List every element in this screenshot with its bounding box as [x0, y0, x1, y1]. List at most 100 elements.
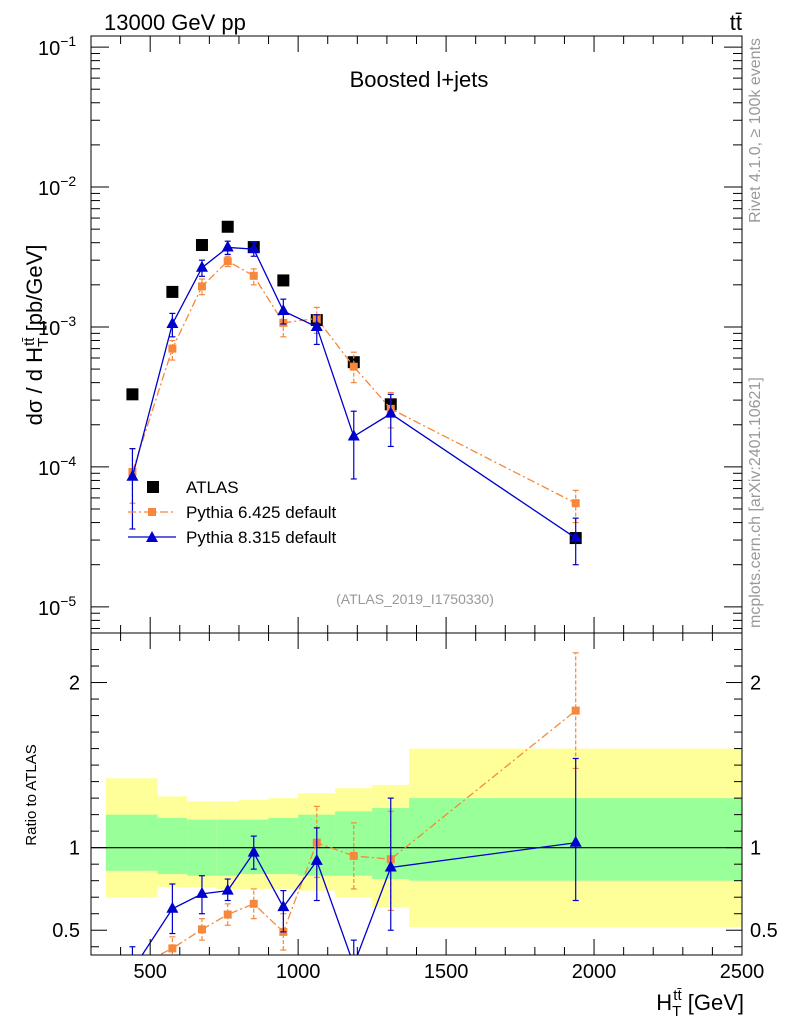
main-y-label-sup: tt̄ — [21, 337, 38, 346]
ratio-frame — [90, 632, 743, 956]
ratio-point-pythia8 — [277, 900, 290, 912]
x-label-main: H — [656, 990, 672, 1015]
ratio-y-axis-label: Ratio to ATLAS — [23, 744, 40, 845]
chart-title: Boosted l+jets — [350, 67, 489, 92]
header-left: 13000 GeV pp — [104, 10, 246, 35]
analysis-watermark: (ATLAS_2019_I1750330) — [336, 591, 494, 607]
main-point-atlas — [221, 220, 234, 233]
legend-pythia6-marker — [148, 508, 156, 516]
ratio-clipped — [91, 652, 742, 969]
legend-pythia6-label: Pythia 6.425 default — [186, 503, 337, 522]
main-ytick-label-exp: −1 — [60, 33, 76, 49]
source-label: mcplots.cern.ch [arXiv:2401.10621] — [747, 377, 764, 628]
ratio-panel: Ratio to ATLAS 0.5 0.51 12 2500 1000 1500 2000… — [23, 633, 778, 1020]
legend: ATLAS Pythia 6.425 default Pythia 8.315 … — [128, 478, 337, 547]
ratio-point-pythia6 — [223, 910, 232, 919]
main-ytick-label-base: 10 — [38, 598, 60, 620]
main-ytick-label-base: 10 — [38, 38, 60, 60]
legend-pythia8-label: Pythia 8.315 default — [186, 528, 337, 547]
main-y-label-unit: [pb/GeV] — [22, 245, 47, 338]
main-ytick-label-exp: −2 — [60, 173, 76, 189]
main-point-pythia8 — [569, 531, 582, 543]
ratio-point-pythia8 — [247, 845, 260, 857]
ratio-ytick-label: 2 — [69, 673, 80, 695]
main-ytick-label-base: 10 — [38, 458, 60, 480]
rivet-label: Rivet 4.1.0, ≥ 100k events — [747, 38, 764, 223]
x-label-sub: T — [672, 1003, 681, 1020]
main-point-pythia8 — [195, 260, 208, 272]
main-point-atlas — [195, 239, 208, 252]
ratio-band-inner — [105, 814, 158, 871]
main-panel: Boosted l+jets (ATLAS_2019_I1750330) dσ … — [21, 33, 743, 633]
main-point-pythia6 — [168, 344, 177, 353]
main-point-pythia8 — [277, 304, 290, 316]
main-point-pythia6 — [571, 499, 580, 508]
ratio-ytick-label-right: 2 — [750, 673, 761, 695]
main-point-pythia6 — [223, 257, 232, 266]
main-point-pythia6 — [197, 282, 206, 291]
main-point-pythia8 — [310, 319, 323, 331]
main-point-pythia6 — [249, 271, 258, 280]
legend-atlas-label: ATLAS — [186, 478, 239, 497]
main-point-pythia8 — [247, 242, 260, 254]
main-ytick-label-exp: −3 — [60, 313, 76, 329]
ratio-line-1 — [141, 842, 576, 955]
main-point-pythia8 — [166, 316, 179, 328]
main-ytick-label-exp: −4 — [60, 453, 76, 469]
main-point-atlas — [126, 388, 139, 401]
main-clipped — [126, 220, 582, 566]
main-marks — [126, 220, 582, 566]
ratio-point-pythia6 — [249, 899, 258, 908]
legend-pythia8-marker — [146, 531, 158, 542]
ratio-line-0 — [157, 710, 577, 955]
x-tick-label: 2000 — [572, 961, 617, 983]
main-y-axis-label: dσ / d HTtt̄ [pb/GeV] — [21, 245, 52, 426]
main-ytick-label: 10−4 — [38, 453, 76, 480]
ratio-point-pythia8 — [310, 853, 323, 865]
main-point-pythia8 — [221, 240, 234, 252]
main-ytick-label: 10−3 — [38, 313, 76, 340]
main-point-atlas — [277, 274, 290, 287]
main-point-pythia8 — [126, 469, 139, 481]
main-y-label-main: dσ / d H — [22, 347, 47, 425]
ratio-ytick-label: 1 — [69, 838, 80, 860]
main-ytick-label: 10−2 — [38, 173, 76, 200]
ratio-ytick-label-right: 1 — [750, 838, 761, 860]
ratio-marks — [91, 652, 742, 969]
ratio-point-pythia8 — [384, 860, 397, 872]
x-tick-label: 500 — [133, 961, 166, 983]
main-ytick-label: 10−1 — [38, 33, 76, 60]
ratio-band-inner — [157, 817, 188, 875]
main-point-pythia6 — [349, 362, 358, 371]
ratio-ytick-label: 0.5 — [52, 920, 80, 942]
ratio-point-pythia6 — [571, 706, 580, 715]
main-y-label-sub: T — [35, 338, 52, 347]
main-ytick-label-base: 10 — [38, 318, 60, 340]
ratio-ytick-label-right: 0.5 — [750, 920, 778, 942]
x-label-unit: [GeV] — [682, 990, 744, 1015]
main-ytick-label-exp: −5 — [60, 593, 76, 609]
ratio-point-pythia8 — [348, 958, 360, 969]
ratio-band-inner — [268, 817, 299, 875]
ratio-point-pythia6 — [349, 851, 358, 860]
legend-atlas-marker — [147, 481, 159, 493]
header-right: tt̄ — [730, 10, 742, 35]
ratio-point-pythia8 — [166, 901, 179, 913]
main-ytick-label: 10−5 — [38, 593, 76, 620]
main-point-atlas — [166, 285, 179, 298]
ratio-point-pythia6 — [197, 925, 206, 934]
ratio-ticks: 0.5 0.51 12 2500 1000 1500 2000 2500 — [52, 633, 778, 983]
main-ytick-label-base: 10 — [38, 178, 60, 200]
x-tick-label: 2500 — [720, 961, 765, 983]
x-axis-label: HTtt̄ [GeV] — [656, 987, 744, 1020]
main-point-pythia8 — [384, 406, 397, 418]
main-y-ticks: 10−110−210−310−410−5 — [38, 33, 743, 633]
main-point-pythia8 — [347, 429, 360, 441]
x-tick-label: 1000 — [276, 961, 321, 983]
ratio-point-pythia8 — [195, 886, 208, 898]
x-label-sup: tt̄ — [673, 987, 682, 1004]
ratio-point-pythia8 — [569, 835, 582, 847]
main-line-1 — [131, 260, 576, 504]
main-line-2 — [131, 246, 577, 539]
